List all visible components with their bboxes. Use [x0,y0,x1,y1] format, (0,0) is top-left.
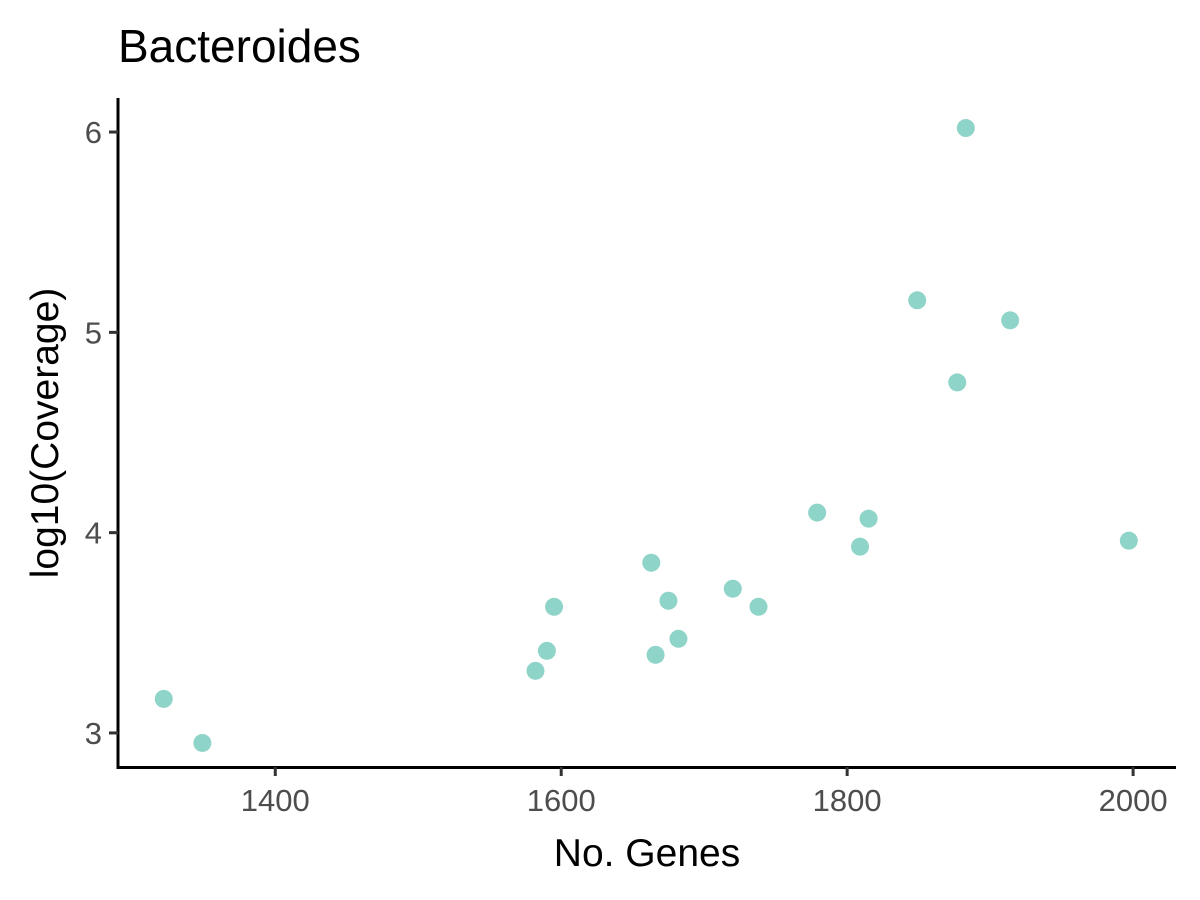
x-tick-label: 1400 [241,783,310,818]
data-point-5 [545,597,564,616]
data-point-17 [956,119,975,138]
data-point-12 [808,503,827,522]
data-point-3 [526,661,545,680]
data-point-6 [642,553,661,572]
data-point-7 [646,645,665,664]
data-point-14 [859,509,878,528]
data-point-9 [669,629,688,648]
data-point-4 [537,641,556,660]
x-tick-label: 1800 [813,783,882,818]
y-tick-label: 3 [85,716,102,751]
y-tick-label: 6 [85,115,102,150]
data-point-15 [908,291,927,310]
data-points [154,119,1138,752]
x-tick-label: 1600 [527,783,596,818]
data-point-19 [1119,531,1138,550]
y-tick-label: 4 [85,516,102,551]
x-axis-ticks: 1400 1600 1800 2000 [241,767,1168,818]
y-axis-title: log10(Coverage) [24,288,67,579]
data-point-2 [193,733,212,752]
data-point-8 [659,591,678,610]
x-tick-label: 2000 [1099,783,1168,818]
x-axis-title: No. Genes [554,832,740,875]
data-point-16 [948,373,967,392]
y-tick-label: 5 [85,315,102,350]
data-point-13 [851,537,870,556]
data-point-11 [749,597,768,616]
chart-title: Bacteroides [118,20,361,72]
data-point-18 [1001,311,1020,330]
y-axis-ticks: 3 4 5 6 [85,115,118,751]
data-point-10 [723,579,742,598]
data-point-1 [154,689,173,708]
